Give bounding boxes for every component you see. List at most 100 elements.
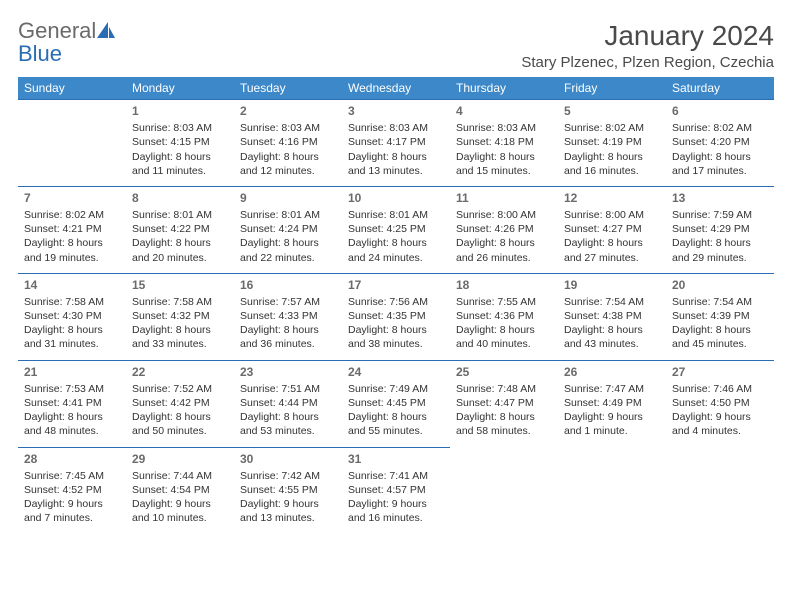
daylight-text: and 12 minutes.: [240, 164, 336, 178]
day-number: 22: [132, 364, 228, 380]
daylight-text: and 55 minutes.: [348, 424, 444, 438]
sunrise-text: Sunrise: 7:45 AM: [24, 469, 120, 483]
sunrise-text: Sunrise: 7:47 AM: [564, 382, 660, 396]
brand-text: General Blue: [18, 20, 116, 65]
sunset-text: Sunset: 4:22 PM: [132, 222, 228, 236]
daylight-text: and 4 minutes.: [672, 424, 768, 438]
daylight-text: Daylight: 8 hours: [564, 150, 660, 164]
day-number: 18: [456, 277, 552, 293]
title-block: January 2024 Stary Plzenec, Plzen Region…: [521, 20, 774, 71]
header: General Blue January 2024 Stary Plzenec,…: [18, 20, 774, 71]
daylight-text: and 24 minutes.: [348, 251, 444, 265]
sunset-text: Sunset: 4:38 PM: [564, 309, 660, 323]
day-number: 20: [672, 277, 768, 293]
sunset-text: Sunset: 4:55 PM: [240, 483, 336, 497]
sunset-text: Sunset: 4:18 PM: [456, 135, 552, 149]
sunrise-text: Sunrise: 7:48 AM: [456, 382, 552, 396]
day-cell: 15Sunrise: 7:58 AMSunset: 4:32 PMDayligh…: [126, 273, 234, 360]
sunrise-text: Sunrise: 7:42 AM: [240, 469, 336, 483]
day-cell: 31Sunrise: 7:41 AMSunset: 4:57 PMDayligh…: [342, 447, 450, 533]
day-number: 14: [24, 277, 120, 293]
daylight-text: and 16 minutes.: [564, 164, 660, 178]
day-cell: 23 Sunrise: 7:51 AMSunset: 4:44 PMDayligh…: [234, 360, 342, 447]
daylight-text: Daylight: 8 hours: [456, 323, 552, 337]
daylight-text: Daylight: 8 hours: [24, 323, 120, 337]
day-cell: 1Sunrise: 8:03 AMSunset: 4:15 PMDaylight…: [126, 100, 234, 187]
sunrise-text: Sunrise: 8:01 AM: [348, 208, 444, 222]
sunset-text: Sunset: 4:36 PM: [456, 309, 552, 323]
sunset-text: Sunset: 4:20 PM: [672, 135, 768, 149]
day-cell: 28Sunrise: 7:45 AMSunset: 4:52 PMDayligh…: [18, 447, 126, 533]
daylight-text: Daylight: 9 hours: [348, 497, 444, 511]
sunrise-text: Sunrise: 8:02 AM: [672, 121, 768, 135]
day-cell: 16Sunrise: 7:57 AMSunset: 4:33 PMDayligh…: [234, 273, 342, 360]
daylight-text: Daylight: 8 hours: [348, 236, 444, 250]
brand-logo: General Blue: [18, 20, 116, 65]
day-number: 17: [348, 277, 444, 293]
sunrise-text: Sunrise: 7:44 AM: [132, 469, 228, 483]
day-cell: [558, 447, 666, 533]
day-number: 21: [24, 364, 120, 380]
sunset-text: Sunset: 4:45 PM: [348, 396, 444, 410]
sunrise-text: Sunrise: 7:57 AM: [240, 295, 336, 309]
day-number: 10: [348, 190, 444, 206]
sunrise-text: Sunrise: 7:54 AM: [564, 295, 660, 309]
sunrise-text: Sunrise: 8:03 AM: [132, 121, 228, 135]
day-cell: [18, 100, 126, 187]
sunrise-text: Sunrise: 8:01 AM: [240, 208, 336, 222]
day-cell: [450, 447, 558, 533]
day-cell: 9Sunrise: 8:01 AMSunset: 4:24 PMDaylight…: [234, 186, 342, 273]
day-cell: 7Sunrise: 8:02 AMSunset: 4:21 PMDaylight…: [18, 186, 126, 273]
sunrise-text: Sunrise: 7:46 AM: [672, 382, 768, 396]
day-cell: 3Sunrise: 8:03 AMSunset: 4:17 PMDaylight…: [342, 100, 450, 187]
day-cell: 8Sunrise: 8:01 AMSunset: 4:22 PMDaylight…: [126, 186, 234, 273]
sunset-text: Sunset: 4:35 PM: [348, 309, 444, 323]
brand-sail-icon: [96, 21, 116, 43]
daylight-text: and 48 minutes.: [24, 424, 120, 438]
daylight-text: Daylight: 8 hours: [24, 410, 120, 424]
sunrise-text: Sunrise: 7:51 AM: [240, 382, 336, 396]
location-subtitle: Stary Plzenec, Plzen Region, Czechia: [521, 54, 774, 71]
daylight-text: Daylight: 8 hours: [672, 236, 768, 250]
day-cell: 24Sunrise: 7:49 AMSunset: 4:45 PMDayligh…: [342, 360, 450, 447]
sunrise-text: Sunrise: 7:49 AM: [348, 382, 444, 396]
brand-part2: Blue: [18, 41, 62, 66]
daylight-text: Daylight: 9 hours: [672, 410, 768, 424]
day-cell: 27Sunrise: 7:46 AMSunset: 4:50 PMDayligh…: [666, 360, 774, 447]
day-number: 23: [240, 364, 336, 380]
sunset-text: Sunset: 4:52 PM: [24, 483, 120, 497]
daylight-text: and 38 minutes.: [348, 337, 444, 351]
day-cell: 18Sunrise: 7:55 AMSunset: 4:36 PMDayligh…: [450, 273, 558, 360]
dayhead-sat: Saturday: [666, 77, 774, 100]
day-cell: 19Sunrise: 7:54 AMSunset: 4:38 PMDayligh…: [558, 273, 666, 360]
sunrise-text: Sunrise: 7:52 AM: [132, 382, 228, 396]
daylight-text: Daylight: 8 hours: [132, 410, 228, 424]
daylight-text: and 16 minutes.: [348, 511, 444, 525]
week-row: 7Sunrise: 8:02 AMSunset: 4:21 PMDaylight…: [18, 186, 774, 273]
day-number: 5: [564, 103, 660, 119]
daylight-text: and 7 minutes.: [24, 511, 120, 525]
sunrise-text: Sunrise: 8:03 AM: [240, 121, 336, 135]
sunrise-text: Sunrise: 8:00 AM: [456, 208, 552, 222]
sunrise-text: Sunrise: 7:41 AM: [348, 469, 444, 483]
day-header-row: Sunday Monday Tuesday Wednesday Thursday…: [18, 77, 774, 100]
daylight-text: Daylight: 9 hours: [564, 410, 660, 424]
sunset-text: Sunset: 4:17 PM: [348, 135, 444, 149]
daylight-text: and 33 minutes.: [132, 337, 228, 351]
brand-part1: General: [18, 18, 96, 43]
sunrise-text: Sunrise: 7:53 AM: [24, 382, 120, 396]
sunset-text: Sunset: 4:21 PM: [24, 222, 120, 236]
sunset-text: Sunset: 4:42 PM: [132, 396, 228, 410]
daylight-text: Daylight: 8 hours: [240, 410, 336, 424]
sunset-text: Sunset: 4:32 PM: [132, 309, 228, 323]
daylight-text: Daylight: 8 hours: [672, 323, 768, 337]
sunrise-text: Sunrise: 8:00 AM: [564, 208, 660, 222]
dayhead-wed: Wednesday: [342, 77, 450, 100]
day-number: 11: [456, 190, 552, 206]
sunset-text: Sunset: 4:44 PM: [240, 396, 336, 410]
daylight-text: Daylight: 8 hours: [240, 323, 336, 337]
dayhead-tue: Tuesday: [234, 77, 342, 100]
daylight-text: and 26 minutes.: [456, 251, 552, 265]
daylight-text: and 53 minutes.: [240, 424, 336, 438]
sunset-text: Sunset: 4:26 PM: [456, 222, 552, 236]
